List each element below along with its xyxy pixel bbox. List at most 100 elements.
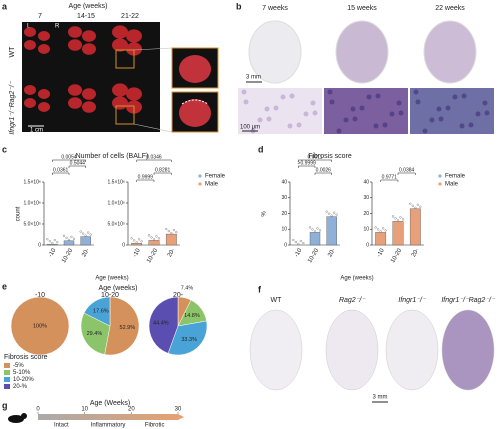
zoom-line: [133, 123, 173, 133]
legend-label: Male: [205, 182, 219, 188]
x-tick-label: 20-: [81, 248, 91, 259]
p-value: 0.0054: [61, 154, 77, 160]
label: count: [16, 206, 22, 221]
label: 15 weeks: [347, 5, 377, 12]
lung-lobe: [24, 85, 36, 95]
sig-bracket: [380, 179, 399, 182]
point: [84, 234, 87, 237]
point: [89, 233, 92, 236]
sig-bracket: [298, 165, 316, 168]
point: [325, 210, 328, 213]
legend-swatch: [4, 377, 10, 382]
legend-label: 20-%: [13, 384, 28, 390]
tissue-dot: [310, 100, 316, 106]
point: [167, 229, 170, 233]
point: [401, 218, 405, 221]
y-tick-label: 30: [363, 195, 369, 201]
tissue-dot: [273, 105, 279, 111]
pie-slice: [104, 296, 140, 356]
label: 100 μm: [240, 125, 260, 131]
bar: [63, 240, 75, 246]
point: [147, 234, 151, 237]
bar: [47, 243, 58, 246]
lung-zoom: [179, 55, 211, 83]
point: [292, 238, 295, 242]
lung-section: [441, 309, 495, 391]
point: [170, 231, 173, 235]
point: [333, 211, 336, 214]
point: [382, 227, 385, 230]
x-tick-label: 10: [81, 407, 88, 413]
point: [328, 212, 331, 215]
label: -10: [35, 292, 45, 299]
pie-slice: [10, 296, 70, 356]
bar: [309, 232, 321, 246]
y-tick-label: 40: [363, 179, 369, 185]
tissue-dot: [243, 99, 249, 105]
point: [72, 237, 76, 240]
point: [138, 238, 141, 241]
tissue-dot: [366, 94, 372, 100]
point: [172, 228, 175, 232]
y-tick-label: 1.0×10⁶: [24, 200, 42, 206]
tissue-dot: [459, 123, 465, 129]
point: [308, 226, 312, 229]
tissue-dot: [422, 128, 428, 134]
label: 21-22: [121, 13, 139, 20]
point: [65, 236, 68, 239]
bar: [375, 232, 387, 246]
p-value: 0.8281: [155, 167, 171, 173]
x-tick-label: 10-20: [307, 247, 320, 264]
sig-bracket: [153, 172, 172, 175]
label: R: [55, 24, 60, 30]
tissue-dot: [452, 94, 458, 100]
point: [297, 242, 300, 246]
tissue-dot: [241, 89, 247, 95]
histology: [410, 88, 494, 134]
y-tick-label: 10: [363, 227, 369, 233]
x-tick-label: 10-20: [146, 247, 159, 264]
point: [374, 226, 377, 229]
lung-section: [423, 20, 477, 84]
tissue-dot: [373, 123, 379, 129]
x-tick-label: 20-: [167, 248, 177, 259]
point: [409, 202, 412, 205]
lung-lobe: [112, 96, 128, 110]
panel-label: g: [2, 400, 8, 410]
data-label: 100%: [33, 323, 47, 329]
tissue-dot: [482, 100, 488, 106]
mouse-icon: [8, 415, 24, 423]
bar: [80, 236, 91, 246]
p-value: 0.5044: [70, 160, 86, 166]
y-tick-label: 5.0×10⁵: [107, 221, 125, 227]
tissue-dot: [436, 106, 442, 112]
legend-marker: [198, 182, 202, 186]
tissue-dot: [398, 110, 404, 116]
lung-lobe: [82, 88, 96, 100]
adhesion-mark: [181, 99, 209, 105]
point: [140, 240, 143, 243]
label: 10-20: [101, 292, 119, 299]
p-value: >0.9999: [298, 160, 316, 166]
tissue-dot: [438, 116, 444, 122]
lung-lobe: [38, 31, 50, 41]
p-value: 0.9999: [138, 174, 154, 180]
p-value: 0.0011: [308, 154, 323, 160]
p-value: 0.0361: [53, 167, 69, 173]
point: [411, 204, 414, 207]
tissue-dot: [329, 99, 335, 105]
label: Ifngr1⁻/⁻Rag2⁻/⁻: [9, 80, 16, 135]
lung-lobe: [68, 39, 82, 51]
point: [70, 235, 73, 238]
tissue-dot: [312, 110, 318, 116]
histology: [238, 88, 322, 134]
y-tick-label: 20: [281, 211, 287, 217]
y-tick-label: 10: [281, 227, 287, 233]
tissue-dot: [461, 93, 467, 99]
point: [157, 237, 161, 240]
point: [67, 238, 71, 241]
p-value: 0.0384: [399, 167, 415, 173]
sig-bracket: [52, 172, 70, 175]
x-tick-label: 0: [36, 407, 40, 413]
